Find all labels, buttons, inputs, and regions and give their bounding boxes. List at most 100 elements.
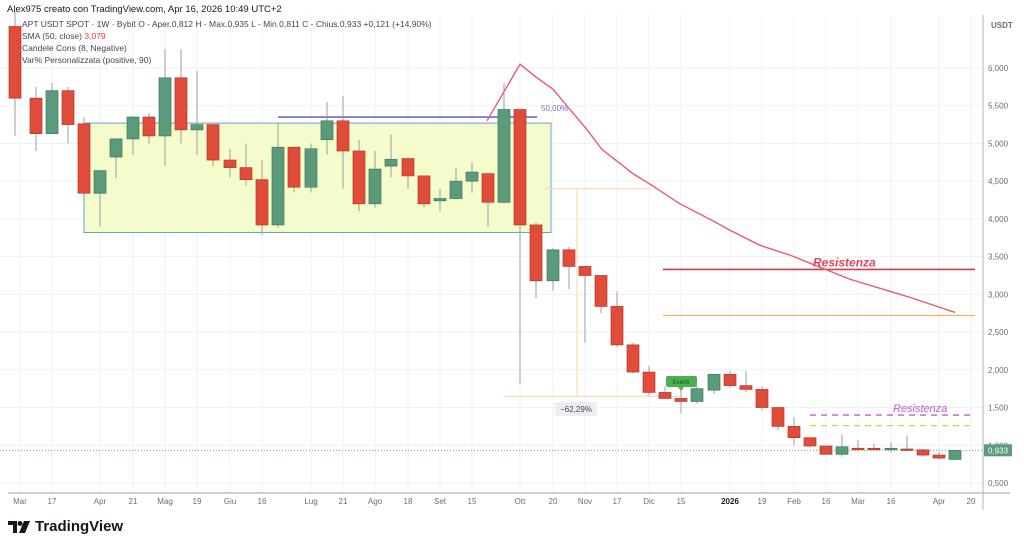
candle: [578, 266, 592, 343]
annotations: 50,00% −62,29% Resistenza Resistenza Eventi: [541, 104, 947, 416]
candle: [271, 122, 285, 228]
time-tick: Apr: [94, 497, 107, 506]
candle: [932, 452, 946, 460]
price-tick: 6,000: [988, 64, 1009, 73]
candle: [642, 366, 656, 396]
candle: [401, 158, 415, 189]
time-tick: 20: [967, 497, 976, 506]
tradingview-logo[interactable]: TradingView: [8, 518, 123, 535]
resistance-lower-label: Resistenza: [893, 403, 947, 415]
price-tick: 3,000: [988, 290, 1009, 299]
candle: [916, 449, 930, 457]
time-tick: 19: [758, 497, 767, 506]
time-tick: 18: [404, 497, 413, 506]
candle: [8, 11, 22, 136]
price-axis[interactable]: USDT 6,000 5,500 5,000 4,500 4,000 3,500 3,000 2…: [0, 15, 1013, 510]
consolidation-range-box: [83, 122, 552, 233]
event-badge: Eventi: [666, 376, 697, 391]
currency-label: USDT: [991, 21, 1013, 30]
resistance-upper-label: Resistenza: [813, 255, 876, 269]
candle: [352, 139, 366, 212]
price-tick: 2,000: [988, 366, 1009, 375]
range-box: [83, 122, 552, 233]
candle: [61, 86, 75, 144]
tradingview-logo-icon: [8, 520, 30, 533]
time-tick: Giu: [224, 497, 236, 506]
time-tick: 16: [822, 497, 831, 506]
candle: [465, 162, 479, 193]
time-tick: Lug: [304, 497, 317, 506]
time-tick: Ago: [368, 497, 383, 506]
candle: [835, 434, 849, 457]
candle: [126, 116, 140, 155]
candle: [449, 167, 463, 200]
candle: [513, 109, 527, 384]
candles: [8, 11, 962, 460]
price-tick: 2,500: [988, 328, 1009, 337]
candle: [626, 342, 640, 374]
candle: [336, 95, 350, 189]
fib-50-label: 50,00%: [541, 104, 568, 113]
time-tick: Set: [434, 497, 447, 506]
candle: [255, 160, 269, 235]
time-tick: Dic: [643, 497, 655, 506]
indicator-var-personalizzata[interactable]: Var% Personalizzata (positive, 90): [22, 55, 152, 65]
candle: [546, 248, 560, 291]
candle: [142, 113, 156, 144]
candle: [190, 71, 204, 155]
time-tick: 19: [193, 497, 202, 506]
candle: [29, 86, 43, 151]
candle: [787, 417, 801, 446]
candle: [287, 146, 301, 193]
candle: [109, 138, 123, 179]
candle: [320, 101, 334, 155]
time-tick: 15: [677, 497, 686, 506]
price-tick: 3,500: [988, 253, 1009, 262]
candle: [803, 437, 817, 448]
chart-credit: Alex975 creato con TradingView.com, Apr …: [7, 4, 282, 15]
time-tick: Mag: [157, 497, 173, 506]
candle: [481, 173, 495, 227]
sma-legend[interactable]: SMA (50, close) 3,079: [22, 31, 106, 41]
candle: [384, 134, 398, 178]
candle: [948, 449, 962, 460]
symbol-legend[interactable]: APT USDT SPOT · 1W · Bybit O - Aper.0,81…: [22, 19, 432, 29]
time-tick: 17: [613, 497, 622, 506]
candle: [610, 291, 624, 348]
time-tick: 2026: [721, 497, 739, 506]
candle: [658, 386, 672, 399]
candle: [707, 373, 721, 394]
sma-value: 3,079: [84, 31, 106, 41]
time-tick: 15: [468, 497, 477, 506]
drawing-lines: [278, 116, 975, 427]
logo-text: TradingView: [35, 518, 124, 535]
candle: [158, 49, 172, 167]
price-tick: 0,500: [988, 479, 1009, 488]
time-axis[interactable]: Mar 17 Apr 21 Mag 19 Giu 16 Lug 21 Ago 18 Set 15 Ott 20…: [8, 492, 1010, 506]
time-tick: 21: [129, 497, 138, 506]
candle: [368, 150, 382, 208]
time-tick: Mar: [851, 497, 865, 506]
time-tick: 17: [48, 497, 57, 506]
candle: [93, 170, 107, 227]
candle: [206, 124, 220, 167]
event-badge-label: Eventi: [673, 380, 690, 386]
time-tick: 16: [258, 497, 267, 506]
candle: [884, 442, 898, 453]
sma-line: [486, 63, 956, 314]
candle: [900, 435, 914, 451]
candle: [529, 222, 543, 299]
candle: [562, 246, 576, 290]
price-tick: 1,500: [988, 404, 1009, 413]
indicator-candele-cons[interactable]: Candele Cons (8, Negative): [22, 43, 127, 53]
last-price-badge: [984, 444, 1012, 457]
sma-50-curve: [486, 63, 956, 314]
candle: [223, 148, 237, 178]
candle: [690, 386, 704, 404]
time-tick: Mar: [13, 497, 27, 506]
time-tick: 20: [549, 497, 558, 506]
price-tick: 4,000: [988, 215, 1009, 224]
time-tick: Feb: [787, 497, 801, 506]
time-tick: Apr: [933, 497, 946, 506]
